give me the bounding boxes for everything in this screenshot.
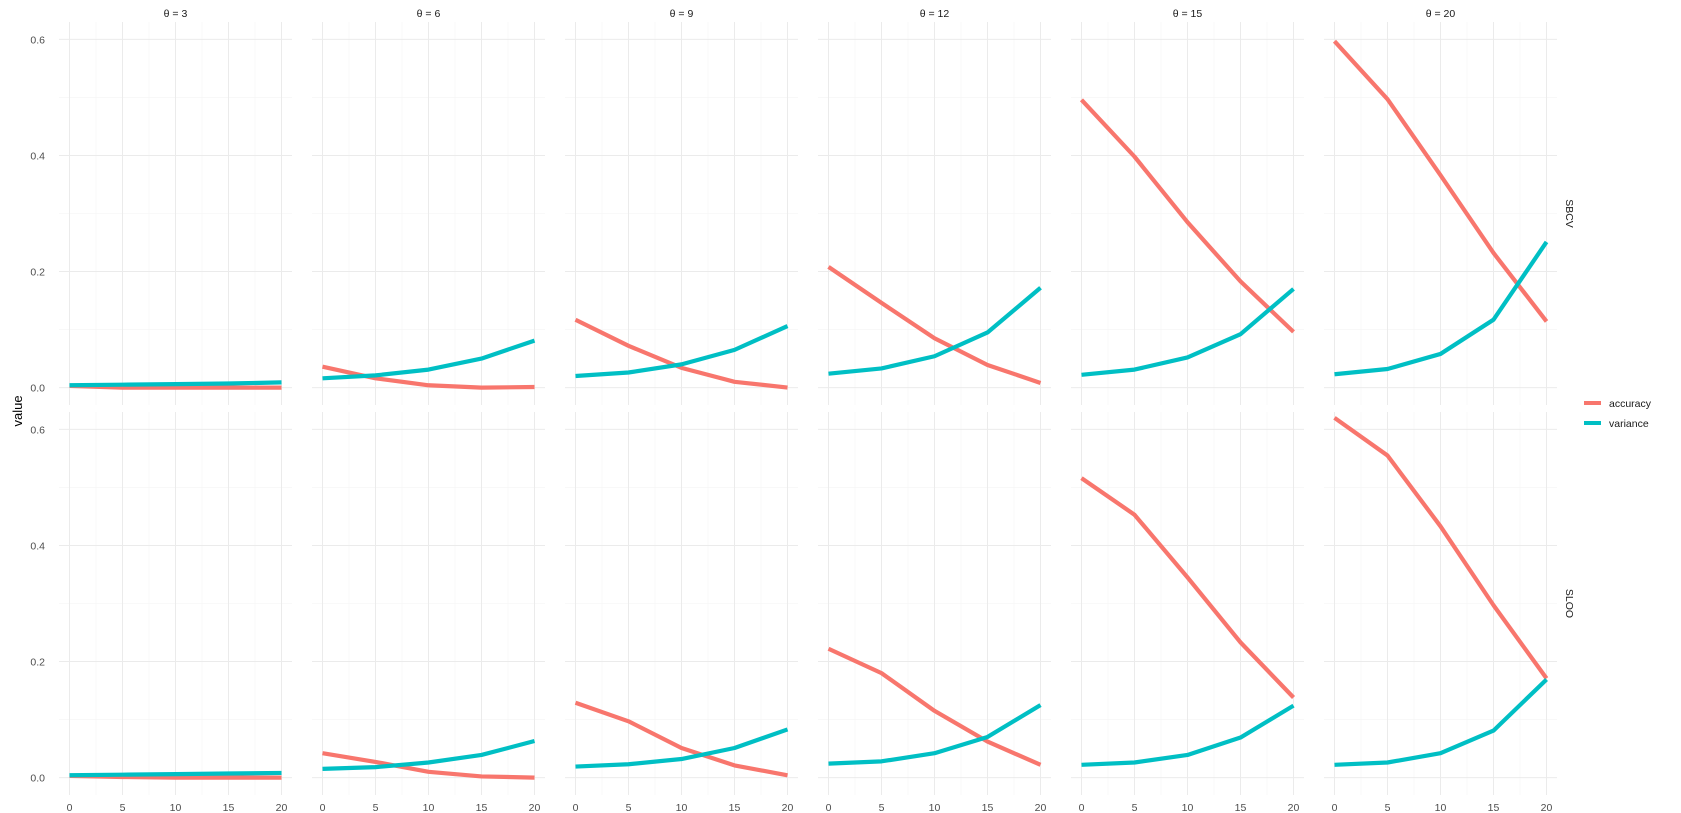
x-tick-label: 5 [1385, 802, 1391, 813]
strip-labels: θ = 3 θ = 6 θ = 9 θ = 12 θ = 15 θ = 20 SBCV SLO… [164, 8, 1575, 618]
legend-item-accuracy: accuracy [1584, 398, 1652, 410]
y-axis-title-group: value [10, 395, 25, 426]
x-tick-label: 5 [373, 802, 379, 813]
x-tick-label: 10 [170, 802, 182, 813]
y-tick-label: 0.0 [30, 383, 45, 395]
panel-sloo-4 [1071, 412, 1304, 795]
row-strip-label: SBCV [1563, 199, 1575, 228]
x-tick-label: 20 [1541, 802, 1553, 813]
legend-label: variance [1609, 418, 1649, 430]
x-tick-label: 5 [879, 802, 885, 813]
column-strip-label: θ = 12 [920, 8, 950, 20]
x-tick-label: 5 [1132, 802, 1138, 813]
x-tick-label: 10 [423, 802, 435, 813]
row-strip-label: SLOO [1563, 589, 1575, 618]
column-strip-label: θ = 15 [1173, 8, 1203, 20]
x-tick-label: 15 [729, 802, 741, 813]
legend-label: accuracy [1609, 398, 1652, 410]
y-tick-label: 0.2 [30, 657, 45, 669]
legend-item-variance: variance [1584, 418, 1649, 430]
x-tick-label: 0 [67, 802, 73, 813]
panels: 0.0 0.2 0.4 0.6 0.0 0.2 0.4 0.6 0 5 10 15 20 0 5 10 15 20… [30, 22, 1557, 813]
x-tick-label: 20 [1288, 802, 1300, 813]
x-tick-label: 0 [1332, 802, 1338, 813]
y-tick-label: 0.6 [30, 424, 45, 436]
y-tick-label: 0.4 [30, 150, 45, 162]
x-tick-label: 10 [1435, 802, 1447, 813]
x-tick-label: 0 [320, 802, 326, 813]
x-tick-label: 5 [626, 802, 632, 813]
column-strip-label: θ = 3 [164, 8, 188, 20]
panel-sbcv-0 [59, 22, 292, 405]
panel-sbcv-3 [818, 22, 1051, 405]
column-strip-label: θ = 6 [417, 8, 441, 20]
x-tick-label: 10 [676, 802, 688, 813]
column-strip-label: θ = 20 [1426, 8, 1456, 20]
legend: accuracy variance [1584, 398, 1652, 430]
column-strip-label: θ = 9 [670, 8, 694, 20]
panel-sloo-3 [818, 412, 1051, 795]
panel-sbcv-1 [312, 22, 545, 405]
x-tick-label: 20 [276, 802, 288, 813]
y-axis-title: value [10, 395, 25, 426]
x-tick-label: 0 [573, 802, 579, 813]
x-tick-label: 20 [529, 802, 541, 813]
x-tick-label: 0 [826, 802, 832, 813]
panel-sloo-2 [565, 412, 798, 795]
x-tick-label: 15 [1488, 802, 1500, 813]
x-tick-label: 20 [782, 802, 794, 813]
panel-sbcv-4 [1071, 22, 1304, 405]
x-tick-label: 15 [982, 802, 994, 813]
y-tick-label: 0.4 [30, 540, 45, 552]
x-tick-label: 5 [120, 802, 126, 813]
x-tick-label: 15 [1235, 802, 1247, 813]
y-tick-label: 0.6 [30, 34, 45, 46]
panel-sbcv-5 [1324, 22, 1557, 405]
x-tick-label: 15 [223, 802, 235, 813]
panel-sloo-1 [312, 412, 545, 795]
x-tick-label: 0 [1079, 802, 1085, 813]
x-tick-label: 20 [1035, 802, 1047, 813]
y-tick-label: 0.2 [30, 267, 45, 279]
x-tick-label: 15 [476, 802, 488, 813]
x-tick-label: 10 [1182, 802, 1194, 813]
y-tick-label: 0.0 [30, 773, 45, 785]
panel-sbcv-2 [565, 22, 798, 405]
x-tick-label: 10 [929, 802, 941, 813]
